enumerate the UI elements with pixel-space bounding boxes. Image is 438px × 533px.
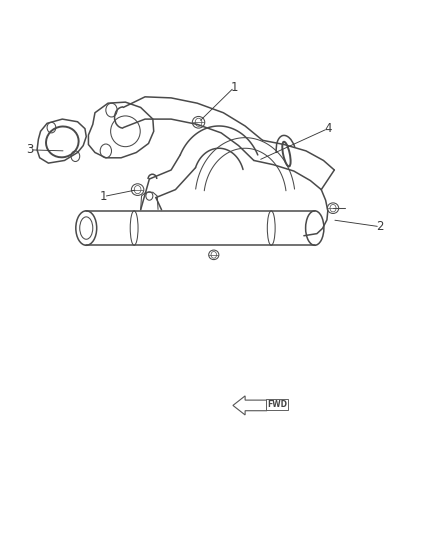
Text: 2: 2 <box>376 220 384 233</box>
Text: FWD: FWD <box>267 400 287 409</box>
Text: 1: 1 <box>100 190 107 203</box>
Text: 3: 3 <box>26 143 33 156</box>
Text: 1: 1 <box>230 81 238 94</box>
Text: 4: 4 <box>324 122 332 135</box>
